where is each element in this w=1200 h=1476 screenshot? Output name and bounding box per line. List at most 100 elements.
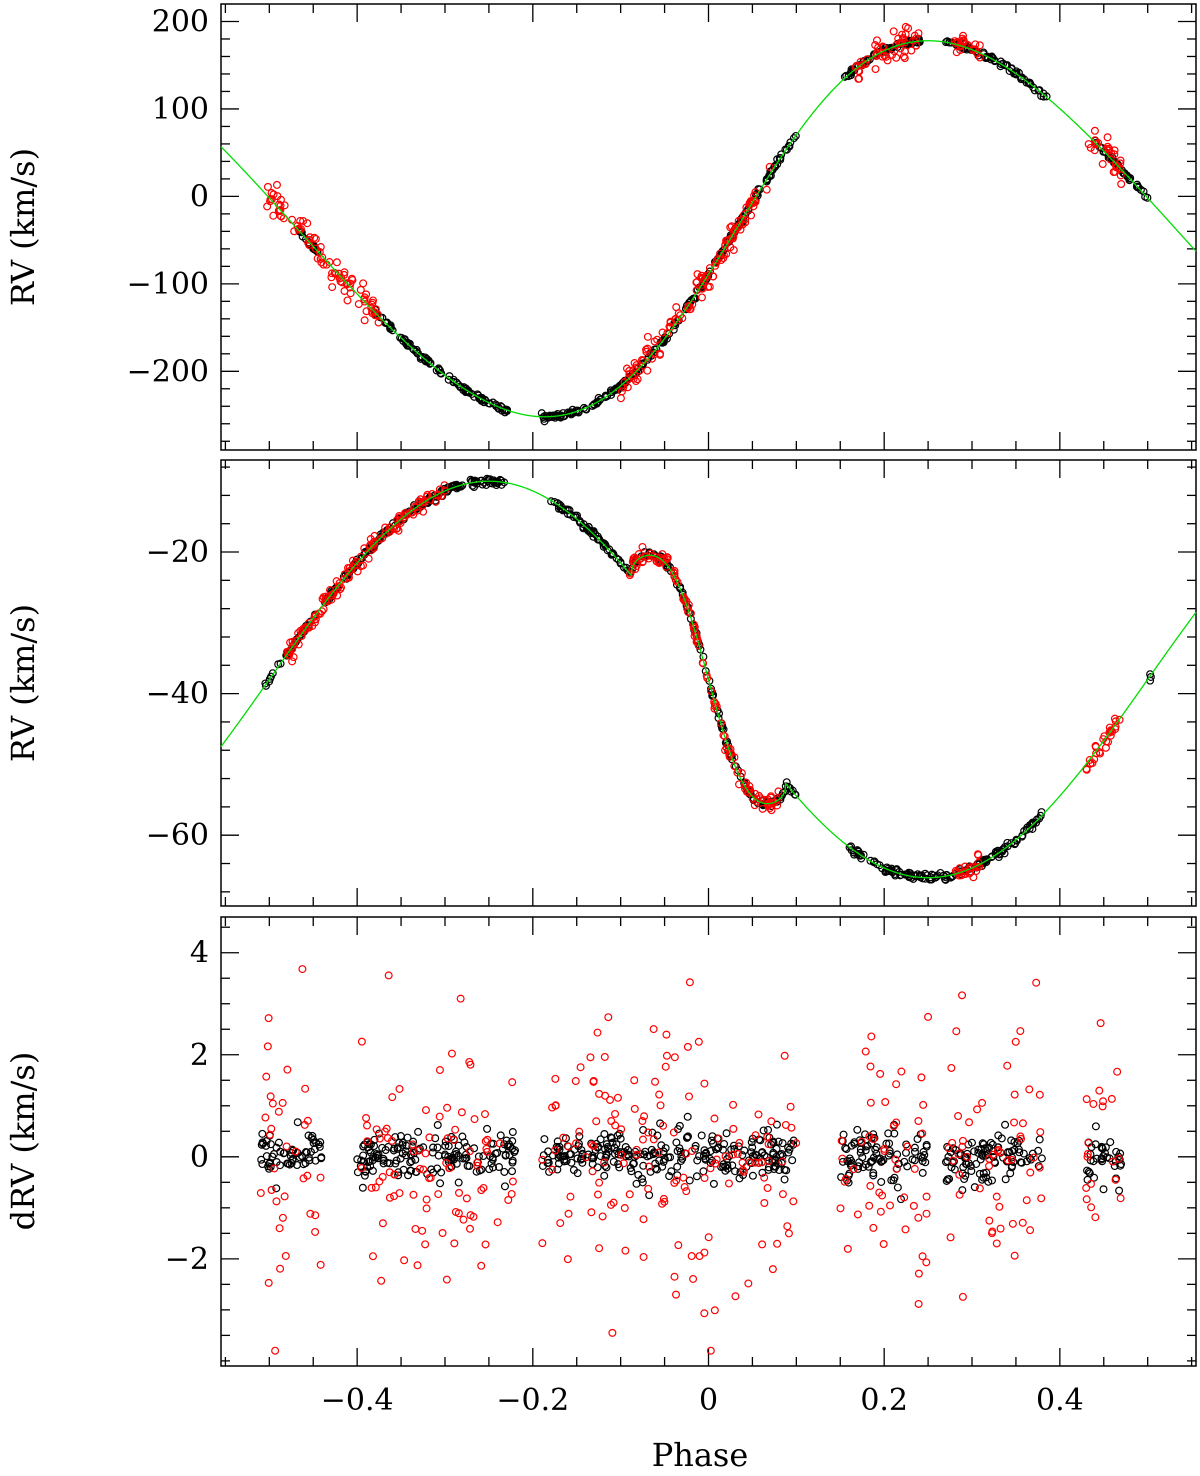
data-point: [969, 45, 978, 54]
data-point: [351, 559, 360, 568]
data-point: [459, 1215, 468, 1224]
y-tick-label: 2: [190, 1038, 209, 1073]
data-point: [634, 1170, 643, 1179]
data-point: [425, 359, 434, 368]
data-point: [992, 1192, 1001, 1201]
data-point: [645, 1191, 654, 1200]
data-point: [673, 1147, 682, 1156]
data-point: [783, 1222, 792, 1231]
data-point: [754, 1158, 763, 1167]
data-point: [1028, 819, 1037, 828]
data-point: [894, 34, 903, 43]
data-point: [609, 1198, 618, 1207]
data-point: [978, 1139, 987, 1148]
data-point: [882, 1139, 891, 1148]
data-point: [391, 1159, 400, 1168]
data-point: [469, 1212, 478, 1221]
data-point: [676, 311, 685, 320]
data-point: [1037, 1194, 1046, 1203]
data-point: [362, 290, 371, 299]
data-point: [600, 1158, 609, 1167]
data-point: [872, 1149, 881, 1158]
data-point: [592, 1117, 601, 1126]
data-point: [740, 210, 749, 219]
data-point: [353, 1155, 362, 1164]
data-point: [600, 1052, 609, 1061]
data-point: [660, 1197, 669, 1206]
data-point: [901, 1148, 910, 1157]
data-point: [843, 1157, 852, 1166]
data-point: [477, 1261, 486, 1270]
data-point: [1010, 1090, 1019, 1099]
data-point: [602, 1163, 611, 1172]
data-point: [576, 1063, 585, 1072]
data-point: [435, 1112, 444, 1121]
y-tick-label: 0: [190, 179, 209, 214]
data-point: [283, 1065, 292, 1074]
data-point: [257, 1140, 266, 1149]
data-point: [328, 283, 337, 292]
data-point: [276, 201, 285, 210]
data-point: [665, 1172, 674, 1181]
data-point: [454, 1209, 463, 1218]
data-point: [1087, 1203, 1096, 1212]
data-point: [548, 1151, 557, 1160]
data-point: [1110, 714, 1119, 723]
data-point: [638, 1135, 647, 1144]
data-point: [311, 1156, 320, 1165]
data-point: [853, 1125, 862, 1134]
data-point: [1084, 1138, 1093, 1147]
data-point: [976, 1155, 985, 1164]
data-point: [493, 1218, 502, 1227]
data-point: [617, 387, 626, 396]
data-point: [735, 780, 744, 789]
data-point: [283, 1159, 292, 1168]
data-point: [892, 1080, 901, 1089]
data-point: [907, 46, 916, 55]
data-point: [1015, 1148, 1024, 1157]
data-point: [996, 1224, 1005, 1233]
data-point: [841, 1174, 850, 1183]
data-point: [567, 1158, 576, 1167]
data-point: [651, 1077, 660, 1086]
data-point: [1032, 978, 1041, 987]
data-point: [381, 1146, 390, 1155]
data-point: [278, 1213, 287, 1222]
data-point: [548, 1165, 557, 1174]
data-point: [642, 345, 651, 354]
data-point: [649, 1135, 658, 1144]
data-point: [603, 546, 612, 555]
data-point: [297, 632, 306, 641]
data-point: [987, 1176, 996, 1185]
data-point: [787, 1123, 796, 1132]
data-point: [357, 1156, 366, 1165]
data-point: [403, 341, 412, 350]
data-point: [1037, 1154, 1046, 1163]
data-point: [437, 1168, 446, 1177]
data-point: [411, 1224, 420, 1233]
data-point: [607, 550, 616, 559]
data-point: [973, 850, 982, 859]
data-point: [1098, 1157, 1107, 1166]
data-point: [456, 994, 465, 1003]
data-point: [954, 1112, 963, 1121]
data-point: [1091, 1213, 1100, 1222]
data-point: [321, 596, 330, 605]
data-point: [1091, 1122, 1100, 1131]
data-point: [387, 1136, 396, 1145]
data-point: [873, 36, 882, 45]
data-point: [1091, 741, 1100, 750]
data-point: [1003, 1148, 1012, 1157]
data-point: [871, 1145, 880, 1154]
data-point: [842, 71, 851, 80]
data-point: [611, 1109, 620, 1118]
data-point: [1111, 1175, 1120, 1184]
data-point: [983, 1150, 992, 1159]
panel-top-model-curve: [220, 40, 1197, 418]
data-point: [869, 1130, 878, 1139]
data-point: [785, 142, 794, 151]
data-point: [1042, 92, 1051, 101]
data-point: [441, 1141, 450, 1150]
data-point: [595, 535, 604, 544]
data-point: [600, 1145, 609, 1154]
